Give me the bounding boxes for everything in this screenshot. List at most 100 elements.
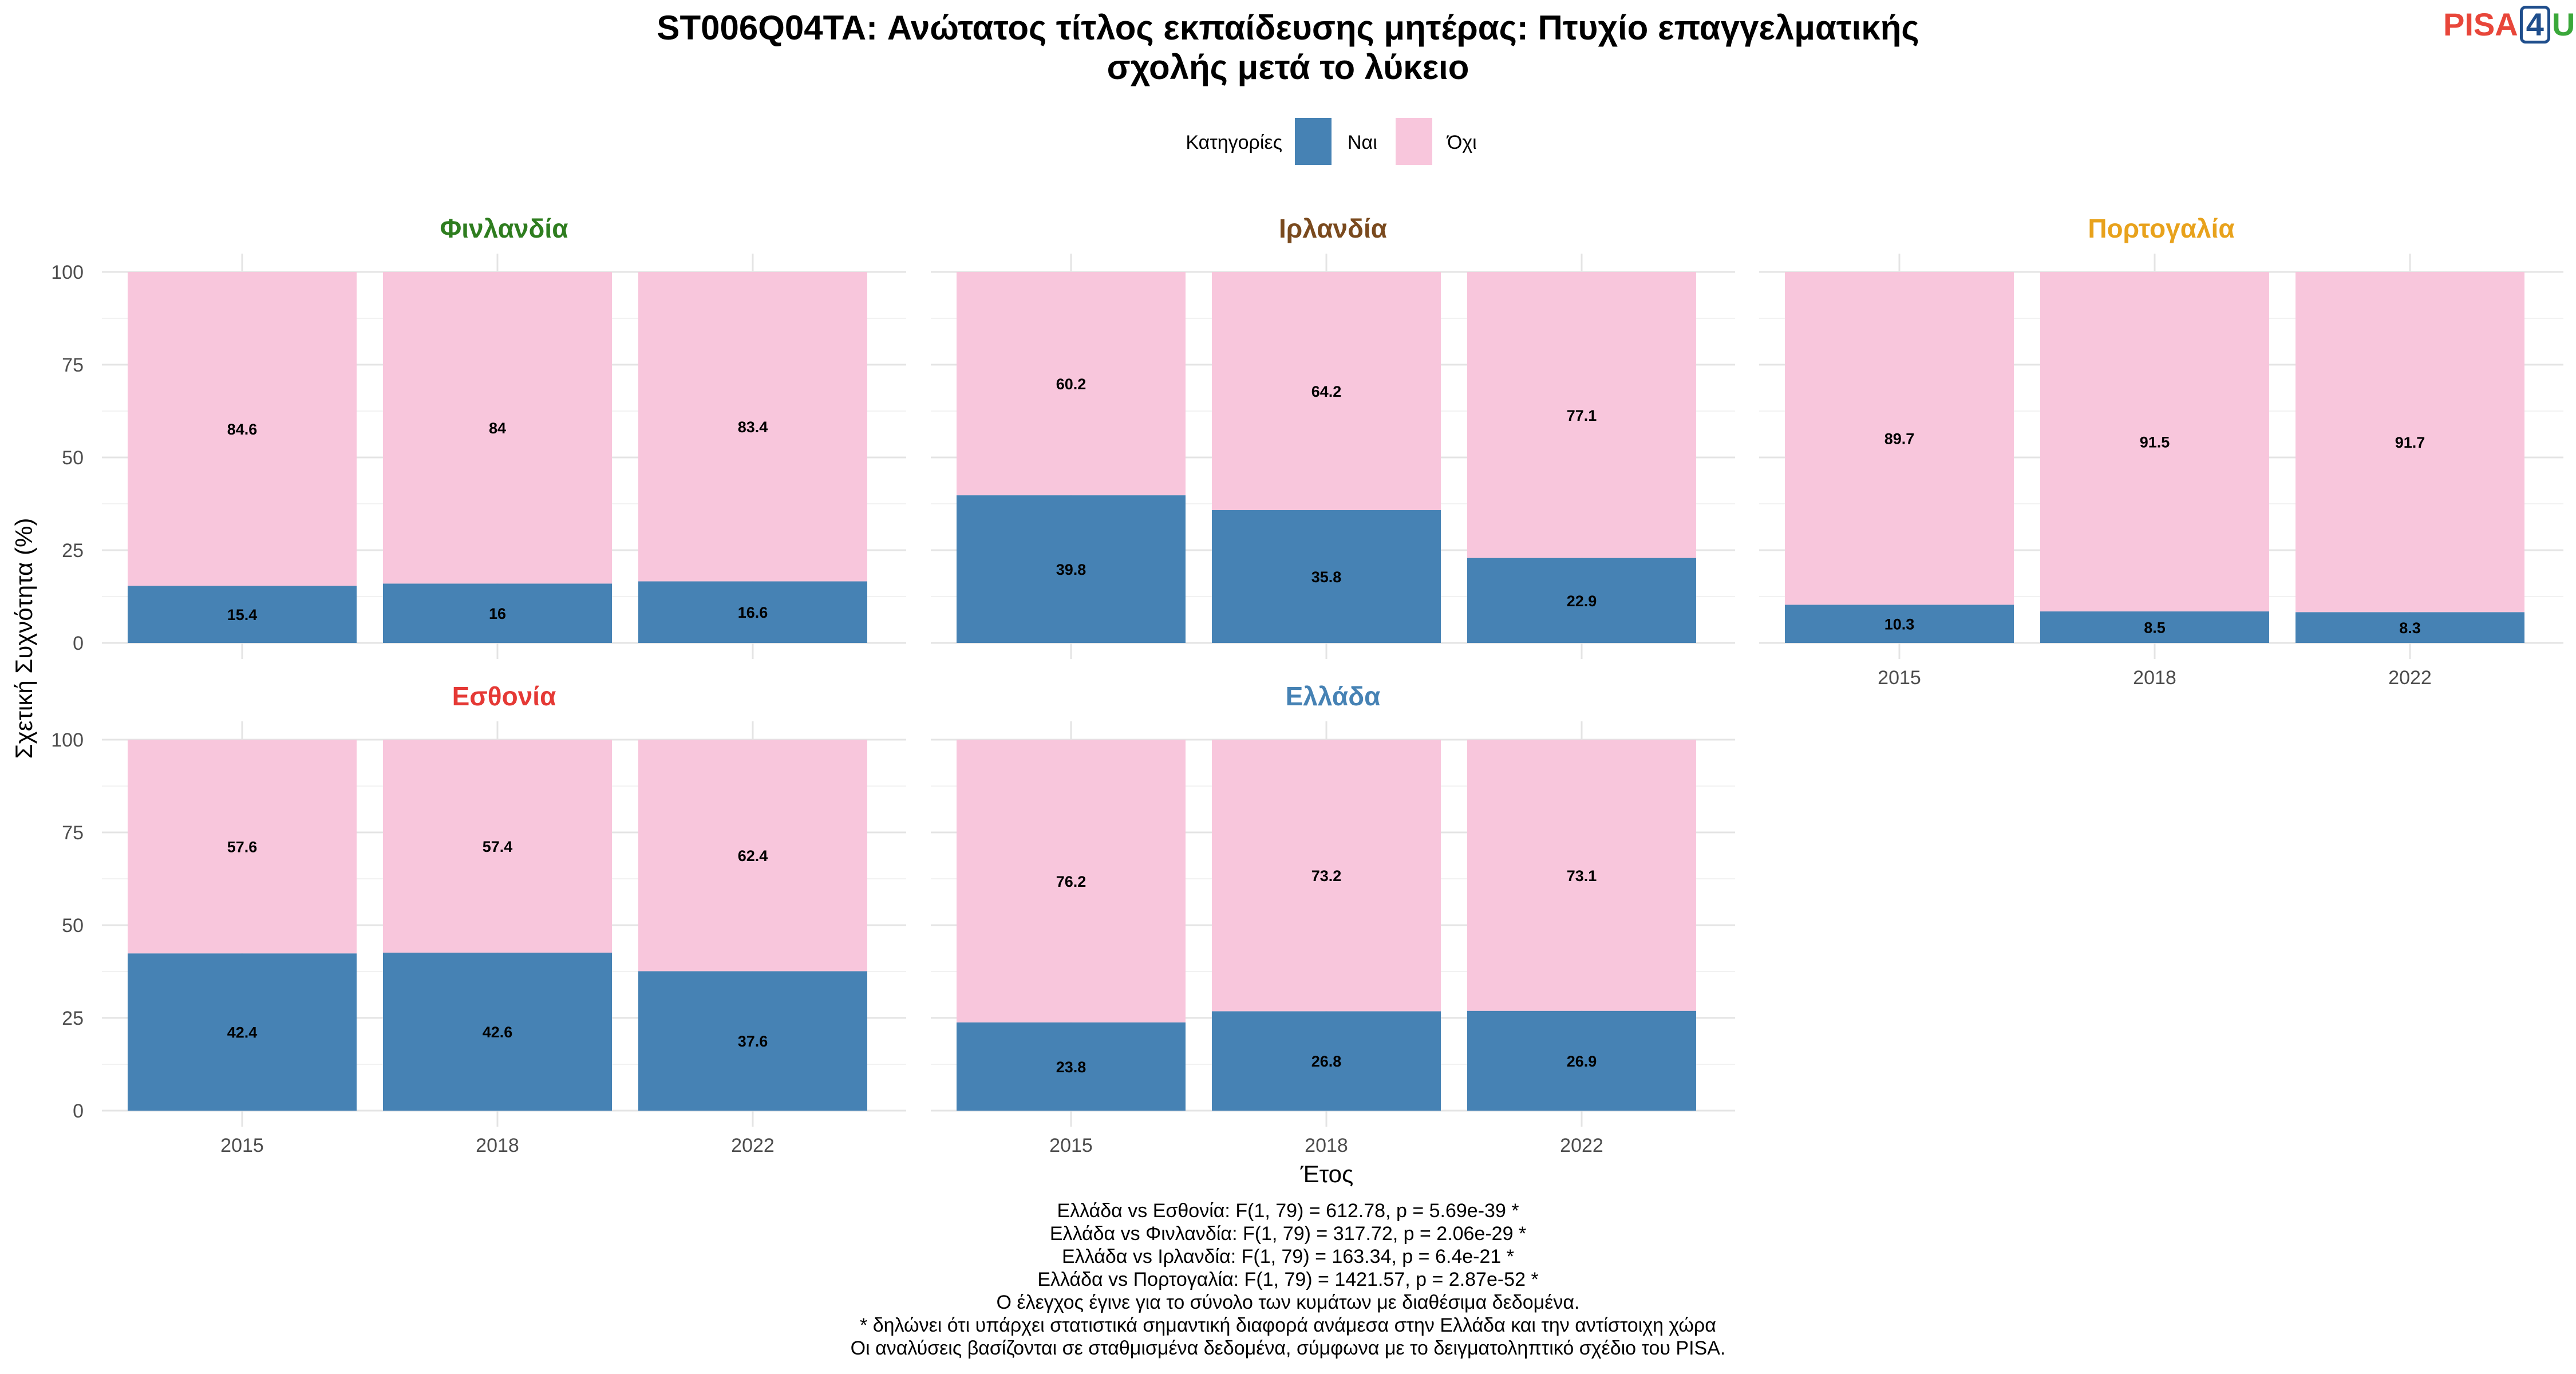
panel-4-xtick-label: 2015: [220, 1135, 264, 1156]
panel-5-label-oxi-2022: 73.1: [1567, 867, 1597, 885]
panel-3-xtick-label: 2018: [2133, 667, 2176, 689]
panel-2-bar-nai-2018: [1212, 510, 1441, 643]
panel-1-title: Φινλανδία: [440, 214, 568, 243]
panel-3-bar-oxi-2018: [2040, 272, 2269, 611]
panel-5-label-nai-2022: 26.9: [1567, 1053, 1597, 1070]
panel-2-bar-oxi-2015: [957, 272, 1186, 496]
panel-5-label-oxi-2015: 76.2: [1056, 873, 1086, 890]
panel-4-bar-oxi-2018: [383, 740, 612, 953]
panel-3-bar-oxi-2022: [2296, 272, 2524, 613]
panel-2-label-nai-2015: 39.8: [1056, 561, 1086, 578]
panel-5-bar-oxi-2015: [957, 740, 1186, 1022]
panel-4-label-oxi-2015: 57.6: [227, 839, 258, 856]
note-line-7: Οι αναλύσεις βασίζονται σε σταθμισμένα δ…: [850, 1337, 1726, 1359]
panel-4-title: Εσθονία: [452, 681, 556, 711]
panel-1-ytick-label: 75: [62, 354, 84, 376]
panel-4-ytick-label: 100: [51, 729, 84, 751]
panel-1-label-oxi-2022: 83.4: [738, 418, 768, 436]
panel-5-label-oxi-2018: 73.2: [1311, 867, 1342, 885]
panel-1-bar-nai-2022: [638, 581, 867, 643]
panel-5-xtick-label: 2022: [1560, 1135, 1603, 1156]
panel-5-bar-oxi-2018: [1212, 740, 1441, 1012]
panel-5-bar-nai-2022: [1467, 1010, 1696, 1111]
panel-1-ytick-label: 0: [73, 633, 84, 654]
panel-3-bar-oxi-2015: [1785, 272, 2014, 605]
panel-4-xtick-label: 2018: [476, 1135, 519, 1156]
panel-5-label-nai-2015: 23.8: [1056, 1059, 1086, 1076]
panel-3-label-nai-2015: 10.3: [1884, 616, 1915, 633]
panel-4-label-nai-2018: 42.6: [483, 1024, 513, 1041]
chart-title-line-1: ST006Q04TA: Ανώτατος τίτλος εκπαίδευσης …: [657, 9, 1919, 47]
panel-4-label-oxi-2022: 62.4: [738, 847, 768, 864]
logo-text-pisa: PISA: [2443, 6, 2518, 42]
chart-title: ST006Q04TA: Ανώτατος τίτλος εκπαίδευσης …: [0, 8, 2576, 87]
panel-3-title: Πορτογαλία: [2088, 214, 2234, 243]
note-line-1: Ελλάδα vs Εσθονία: F(1, 79) = 612.78, p …: [1057, 1200, 1519, 1222]
panel-3-label-oxi-2015: 89.7: [1884, 431, 1915, 448]
panel-3-bar-nai-2018: [2040, 611, 2269, 643]
panel-2-bar-oxi-2018: [1212, 272, 1441, 511]
panel-3-label-nai-2022: 8.3: [2399, 619, 2421, 637]
panel-4-label-oxi-2018: 57.4: [483, 838, 513, 855]
legend-label-nai: Ναι: [1348, 132, 1377, 153]
panel-4-label-nai-2022: 37.6: [738, 1033, 768, 1050]
panel-2-label-oxi-2018: 64.2: [1311, 383, 1342, 400]
panel-3-label-oxi-2018: 91.5: [2140, 433, 2170, 451]
legend-swatch-nai: [1295, 118, 1332, 165]
panel-3-xtick-label: 2015: [1878, 667, 1921, 689]
note-line-5: Ο έλεγχος έγινε για το σύνολο των κυμάτω…: [996, 1292, 1580, 1313]
panel-4-bar-oxi-2015: [128, 740, 357, 954]
y-axis-title: Σχετική Συχνότητα (%): [10, 518, 37, 759]
panel-4-bar-nai-2022: [638, 971, 867, 1111]
panel-2-label-oxi-2015: 60.2: [1056, 376, 1086, 393]
panel-5-bar-nai-2015: [957, 1022, 1186, 1111]
faceted-stacked-bar-chart: Κατηγορίες Ναι Όχι Φινλανδία 0 25 50 75 100 15.4 8…: [10, 118, 2563, 1187]
panel-1-bar-oxi-2018: [383, 272, 612, 584]
panel-4-ytick-label: 25: [62, 1008, 84, 1029]
chart-title-line-2: σχολής μετά το λύκειο: [1107, 48, 1469, 86]
panel-1-label-nai-2022: 16.6: [738, 604, 768, 621]
panel-2-title: Ιρλανδία: [1279, 214, 1387, 243]
panel-3-bar-nai-2015: [1785, 605, 2014, 643]
panel-3-label-oxi-2022: 91.7: [2395, 434, 2425, 451]
panel-1-label-oxi-2015: 84.6: [227, 421, 258, 438]
panel-1-ytick-label: 25: [62, 540, 84, 562]
panel-2-bar-oxi-2022: [1467, 272, 1696, 558]
panel-1-ytick-label: 100: [51, 262, 84, 283]
panel-1-bar-nai-2018: [383, 583, 612, 643]
panel-5-xtick-label: 2018: [1305, 1135, 1348, 1156]
panel-4-xtick-label: 2022: [731, 1135, 775, 1156]
panel-4-ytick-label: 50: [62, 915, 84, 937]
panel-4-bar-nai-2018: [383, 952, 612, 1111]
panel-1-label-oxi-2018: 84: [489, 420, 506, 437]
panel-1-ytick-label: 50: [62, 447, 84, 469]
legend-swatch-oxi: [1396, 118, 1432, 165]
note-line-6: * δηλώνει ότι υπάρχει στατιστικά σημαντι…: [860, 1314, 1716, 1336]
panel-4-bar-oxi-2022: [638, 740, 867, 972]
panel-1-bar-nai-2015: [128, 586, 357, 643]
panel-1-label-nai-2015: 15.4: [227, 606, 258, 623]
panel-5-title: Ελλάδα: [1286, 681, 1381, 711]
panel-5-label-nai-2018: 26.8: [1311, 1053, 1342, 1070]
statistical-notes: Ελλάδα vs Εσθονία: F(1, 79) = 612.78, p …: [0, 1199, 2576, 1360]
panel-3-label-nai-2018: 8.5: [2144, 619, 2166, 636]
note-line-3: Ελλάδα vs Ιρλανδία: F(1, 79) = 163.34, p…: [1062, 1246, 1514, 1268]
legend-title: Κατηγορίες: [1186, 132, 1282, 153]
panel-1-label-nai-2018: 16: [489, 605, 506, 622]
panel-2-label-oxi-2022: 77.1: [1567, 407, 1597, 424]
panel-4-label-nai-2015: 42.4: [227, 1024, 258, 1041]
panel-4-bar-nai-2015: [128, 953, 357, 1111]
panel-1-bar-oxi-2015: [128, 272, 357, 586]
panel-2-label-nai-2022: 22.9: [1567, 593, 1597, 610]
note-line-2: Ελλάδα vs Φινλανδία: F(1, 79) = 317.72, …: [1049, 1223, 1527, 1245]
panel-5-xtick-label: 2015: [1049, 1135, 1093, 1156]
panel-1-bar-oxi-2022: [638, 272, 867, 582]
panel-3-xtick-label: 2022: [2388, 667, 2432, 689]
panel-2-label-nai-2018: 35.8: [1311, 568, 1342, 586]
legend-label-oxi: Όχι: [1446, 132, 1477, 153]
panel-5-bar-oxi-2022: [1467, 740, 1696, 1011]
x-axis-title: Έτος: [1300, 1160, 1354, 1187]
pisa4u-logo: PISA 4 U: [2443, 6, 2575, 44]
panel-4-ytick-label: 0: [73, 1100, 84, 1122]
panel-2-bar-nai-2022: [1467, 558, 1696, 643]
